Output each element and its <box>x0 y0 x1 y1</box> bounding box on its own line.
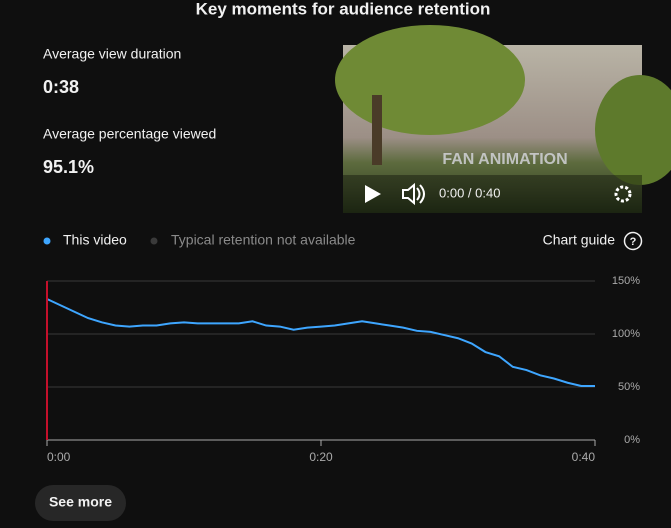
settings-icon[interactable] <box>614 185 632 203</box>
plot: 0% 50% 100% 150% 0:00 0:20 0:40 <box>46 275 640 464</box>
legend-swatch <box>43 237 51 245</box>
see-more-button[interactable] <box>35 485 126 521</box>
time: 0:00 / 0:40 <box>439 185 500 200</box>
x-tick-label: 0:00 <box>47 450 71 464</box>
trunk <box>372 95 382 165</box>
tree <box>595 75 671 185</box>
retention-line <box>46 298 595 387</box>
y-tick-label: 50% <box>618 381 640 393</box>
x-tick-label: 0:40 <box>572 450 596 464</box>
stat-label: Average percentage viewed <box>43 126 216 142</box>
legend-swatch <box>150 237 158 245</box>
y-tick-label: 150% <box>612 275 640 287</box>
volume-icon[interactable] <box>402 182 425 206</box>
play-icon[interactable] <box>365 185 381 203</box>
legend-note: Typical retention not available <box>171 232 356 248</box>
help-glyph: ? <box>630 236 637 248</box>
stat-label: Average view duration <box>43 46 181 62</box>
title: Key moments for audience retention <box>196 0 491 18</box>
y-tick-label: 100% <box>612 328 640 340</box>
video-player[interactable]: FAN ANIMATION 0:00 / 0:40 <box>335 25 671 213</box>
see-more-label: See more <box>49 494 112 510</box>
legend-label: This video <box>63 232 127 248</box>
help-icon[interactable] <box>623 231 643 251</box>
chart-guide[interactable]: Chart guide <box>543 232 616 248</box>
overlay-text: FAN ANIMATION <box>442 151 567 168</box>
stat-value: 0:38 <box>43 77 79 97</box>
control-bar <box>343 175 642 213</box>
y-tick-label: 0% <box>624 434 640 446</box>
stat-value: 95.1% <box>43 157 94 177</box>
x-tick-label: 0:20 <box>309 450 333 464</box>
tree <box>335 25 525 135</box>
